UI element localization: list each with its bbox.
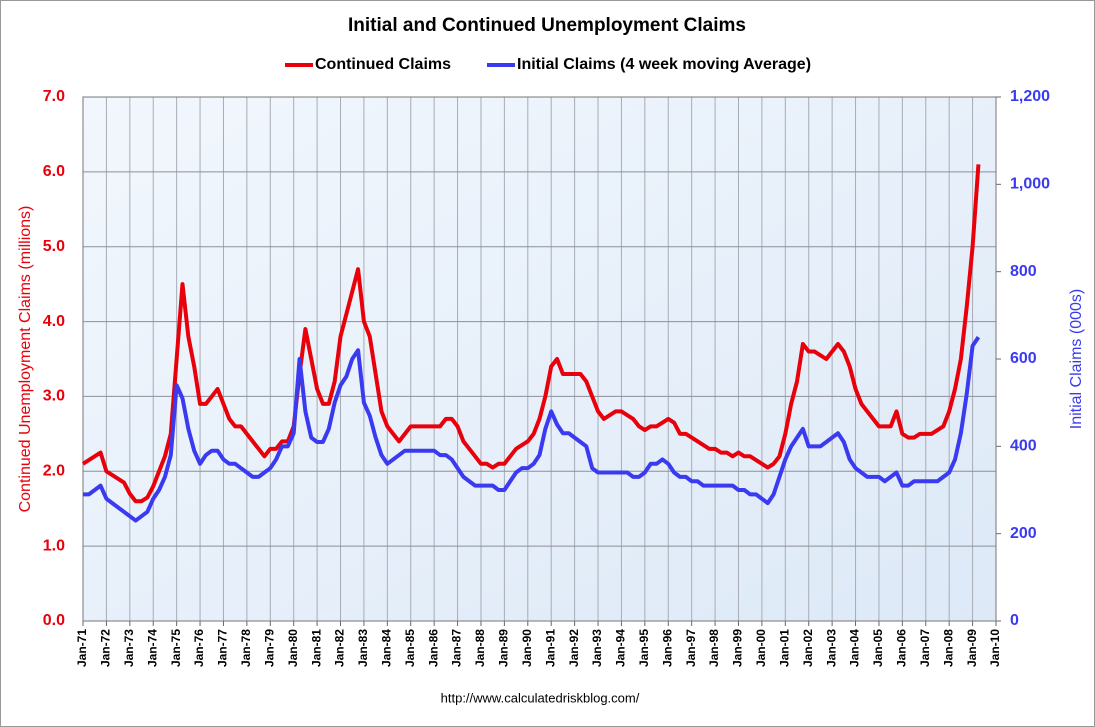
x-tick-label: Jan-84 [380, 629, 394, 667]
x-tick-label: Jan-00 [754, 629, 768, 667]
x-tick-label: Jan-71 [75, 629, 89, 667]
x-tick-label: Jan-74 [145, 629, 159, 667]
y-tick-label: 1.0 [43, 537, 65, 554]
x-tick-label: Jan-98 [707, 629, 721, 667]
legend-label: Continued Claims [315, 56, 451, 73]
y2-tick-label: 1,200 [1010, 88, 1050, 105]
x-tick-label: Jan-90 [520, 629, 534, 667]
chart-title: Initial and Continued Unemployment Claim… [348, 15, 746, 36]
x-tick-label: Jan-92 [567, 629, 581, 667]
y-tick-label: 5.0 [43, 238, 65, 255]
y-tick-label: 4.0 [43, 313, 65, 330]
x-tick-label: Jan-99 [731, 629, 745, 667]
x-tick-label: Jan-10 [988, 629, 1002, 667]
x-tick-label: Jan-81 [309, 629, 323, 667]
y-tick-label: 7.0 [43, 88, 65, 105]
x-tick-label: Jan-77 [216, 629, 230, 667]
x-tick-label: Jan-78 [239, 629, 253, 667]
x-tick-label: Jan-04 [848, 629, 862, 667]
plot-area [83, 97, 996, 621]
y-tick-label: 0.0 [43, 612, 65, 629]
x-tick-label: Jan-89 [497, 629, 511, 667]
x-tick-label: Jan-02 [801, 629, 815, 667]
x-tick-label: Jan-06 [895, 629, 909, 667]
x-tick-label: Jan-91 [543, 629, 557, 667]
x-tick-label: Jan-80 [286, 629, 300, 667]
y2-tick-label: 800 [1010, 263, 1037, 280]
x-tick-label: Jan-95 [637, 629, 651, 667]
x-tick-label: Jan-72 [99, 629, 113, 667]
x-tick-label: Jan-86 [426, 629, 440, 667]
y2-tick-label: 400 [1010, 438, 1037, 455]
y-tick-label: 2.0 [43, 463, 65, 480]
y-tick-label: 6.0 [43, 163, 65, 180]
y2-tick-label: 0 [1010, 612, 1019, 629]
x-tick-label: Jan-09 [965, 629, 979, 667]
x-tick-label: Jan-79 [262, 629, 276, 667]
x-tick-label: Jan-82 [333, 629, 347, 667]
y2-axis-title: Initial Claims (000s) [1068, 289, 1085, 429]
y-axis-title: Continued Unemployment Claims (millions) [17, 206, 34, 513]
x-tick-label: Jan-85 [403, 629, 417, 667]
x-tick-label: Jan-05 [871, 629, 885, 667]
plot-border [82, 96, 997, 622]
x-tick-label: Jan-01 [777, 629, 791, 667]
y2-tick-label: 200 [1010, 525, 1037, 542]
x-tick-label: Jan-08 [941, 629, 955, 667]
x-tick-label: Jan-73 [122, 629, 136, 667]
x-tick-label: Jan-83 [356, 629, 370, 667]
legend-label: Initial Claims (4 week moving Average) [517, 56, 811, 73]
x-tick-label: Jan-07 [918, 629, 932, 667]
x-tick-label: Jan-87 [450, 629, 464, 667]
series-line [81, 164, 981, 504]
y-tick-label: 3.0 [43, 388, 65, 405]
y2-tick-label: 1,000 [1010, 176, 1050, 193]
y2-tick-label: 600 [1010, 350, 1037, 367]
source: http://www.calculatedriskblog.com/ [441, 690, 640, 705]
x-tick-label: Jan-97 [684, 629, 698, 667]
x-tick-label: Jan-96 [660, 629, 674, 667]
series-line [83, 336, 981, 523]
x-tick-label: Jan-88 [473, 629, 487, 667]
x-tick-label: Jan-76 [192, 629, 206, 667]
x-tick-label: Jan-94 [614, 629, 628, 667]
x-tick-label: Jan-93 [590, 629, 604, 667]
x-tick-label: Jan-03 [824, 629, 838, 667]
x-tick-label: Jan-75 [169, 629, 183, 667]
